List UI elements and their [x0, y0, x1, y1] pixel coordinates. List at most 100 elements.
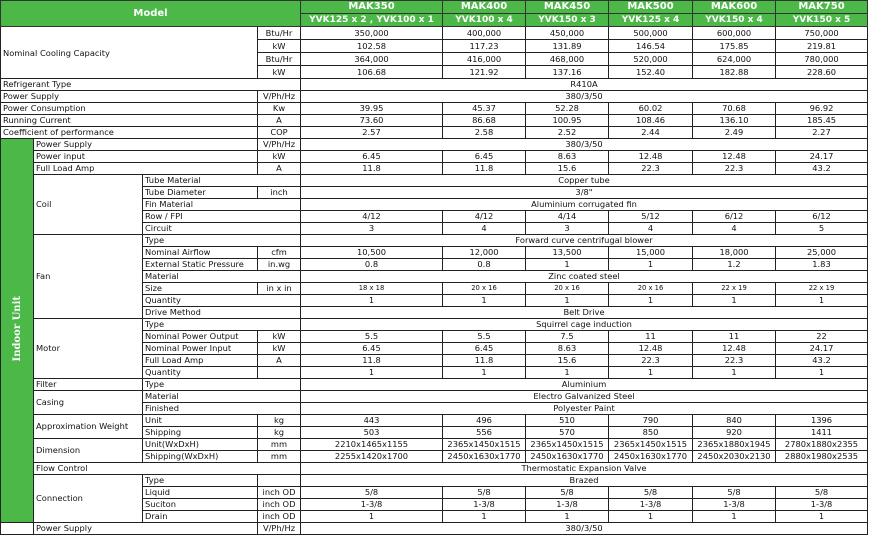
value-cell-mak450: 5/8: [525, 486, 610, 499]
model-config-mak450: YVK150 x 3: [525, 13, 610, 27]
unit-cell: COP: [256, 126, 302, 139]
spec-row-motor-quantity: Quantity 1 1 1 1 1 1: [1, 366, 869, 379]
value-cell-mak750: 5: [775, 222, 869, 235]
value-cell-all-models: Electro Galvanized Steel: [300, 390, 869, 403]
unit-cell: V/Ph/Hz: [256, 90, 302, 103]
value-cell-mak450: 8.63: [525, 342, 610, 355]
value-cell-mak600: 1: [692, 366, 777, 379]
item-label-nominal-power-input: Nominal Power Input: [142, 342, 258, 355]
value-cell-mak350: 6.45: [300, 150, 444, 163]
value-cell-mak600: 1-3/8: [692, 498, 777, 511]
value-cell-mak400: 416,000: [442, 52, 527, 66]
value-cell-mak450: 1: [525, 294, 610, 307]
value-cell-mak350: 5.5: [300, 330, 444, 343]
spec-row-dimension-unit-wxdxh: Dimension Unit(WxDxH) mm 2210x1465x1155 2365…: [1, 438, 869, 463]
item-label-suciton: Suciton: [142, 498, 258, 511]
model-name-mak500: MAK500: [608, 0, 694, 14]
value-cell-mak600: 11: [692, 330, 777, 343]
item-label-type: Type: [142, 474, 258, 487]
unit-cell: inch: [256, 186, 302, 199]
value-cell-mak400: 5.5: [442, 330, 527, 343]
value-cell-mak750: 185.45: [775, 114, 869, 127]
value-cell-mak500: 12.48: [608, 150, 694, 163]
unit-cell: A: [256, 114, 302, 127]
value-cell-mak450: 7.5: [525, 330, 610, 343]
value-cell-mak400: 0.8: [442, 258, 527, 271]
value-cell-mak450: 450,000: [525, 26, 610, 40]
group-label-coil: Coil: [33, 174, 143, 235]
value-cell-mak750: 22 x 19: [775, 282, 869, 295]
value-cell-mak350: 1: [300, 510, 444, 523]
value-cell-mak400: 1: [442, 294, 527, 307]
value-cell-mak450: 13,500: [525, 246, 610, 259]
value-cell-mak500: 500,000: [608, 26, 694, 40]
empty-cell: [0, 522, 34, 535]
value-cell-mak350: 443: [300, 414, 444, 427]
spec-row-power-supply: Indoor Unit Power Supply V/Ph/Hz 380/3/50: [0, 138, 869, 523]
value-cell-mak350: 39.95: [300, 102, 444, 115]
unit-cell: A: [256, 162, 302, 175]
value-cell-mak500: 1: [608, 294, 694, 307]
value-cell-mak350: 0.8: [300, 258, 444, 271]
value-cell-mak400: 11.8: [442, 354, 527, 367]
value-cell-mak600: 12.48: [692, 342, 777, 355]
value-cell-all-models: Polyester Paint: [300, 402, 869, 415]
value-cell-mak450: 3: [525, 222, 610, 235]
spec-row-casing-finished: Finished Polyester Paint: [1, 402, 869, 415]
group-label-dimension: Dimension: [33, 438, 143, 463]
value-cell-mak350: 6.45: [300, 342, 444, 355]
value-cell-all-models: 3/8": [300, 186, 869, 199]
value-cell-mak600: 1.2: [692, 258, 777, 271]
item-label-unit: Unit: [142, 414, 258, 427]
value-cell-mak350: 102.58: [300, 39, 444, 53]
value-cell-all-models: Thermostatic Expansion Valve: [300, 462, 869, 475]
value-cell-mak500: 1: [608, 510, 694, 523]
item-label-material: Material: [141, 270, 302, 283]
value-cell-mak400: 1: [442, 366, 527, 379]
value-cell-mak600: 2365x1880x1945: [692, 438, 777, 451]
model-header: Model: [0, 0, 302, 27]
value-cell-mak400: 86.68: [442, 114, 527, 127]
value-cell-all-models: R410A: [300, 78, 869, 91]
model-config-mak500: YVK125 x 4: [608, 13, 694, 27]
item-label-tube-diameter: Tube Diameter: [142, 186, 258, 199]
unit-cell: V/Ph/Hz: [256, 522, 302, 535]
spec-row-flow-control: Flow Control Thermostatic Expansion Valve: [1, 462, 869, 475]
value-cell-mak450: 8.63: [525, 150, 610, 163]
unit-cell: kg: [256, 426, 302, 439]
item-label-tube-material: Tube Material: [141, 174, 302, 187]
row-label-power-supply: Power Supply: [33, 138, 258, 151]
spec-row-full-load-amp: Full Load Amp A 11.8 11.8 15.6 22.3 22.3 43.2: [1, 162, 869, 175]
value-cell-mak500: 22.3: [608, 162, 694, 175]
spec-row-power-supply: Power Supply V/Ph/Hz 380/3/50: [0, 90, 869, 103]
value-cell-all-models: Brazed: [300, 474, 869, 487]
value-cell-mak750: 1: [775, 294, 869, 307]
unit-cell: kW: [256, 39, 302, 53]
value-cell-mak750: 1411: [775, 426, 869, 439]
spec-row-refrigerant-type: Refrigerant Type R410A: [0, 78, 869, 91]
value-cell-mak400: 400,000: [442, 26, 527, 40]
indoor-unit-label: Indoor Unit: [11, 296, 23, 362]
header-row-models: Model MAK350 MAK400 MAK450 MAK500 MAK600 MAK75…: [0, 0, 869, 27]
spec-row-nominal-cooling-capacity: Btu/Hr 364,000 416,000 468,000 520,000 624,00…: [1, 52, 869, 66]
item-label-type: Type: [141, 234, 302, 247]
spec-row-fan-type: Fan Type Forward curve centrifugal blower: [1, 234, 869, 319]
group-label-approximation-weight: Approximation Weight: [33, 414, 143, 439]
item-label-type: Type: [141, 378, 302, 391]
value-cell-mak400: 117.23: [442, 39, 527, 53]
value-cell-mak450: 15.6: [525, 162, 610, 175]
item-label-row-fpi: Row / FPI: [141, 210, 302, 223]
value-cell-mak500: 2.44: [608, 126, 694, 139]
item-label-liquid: Liquid: [142, 486, 258, 499]
value-cell-mak750: 22: [775, 330, 869, 343]
value-cell-mak500: 152.40: [608, 65, 694, 79]
spec-row-running-current: Running Current A 73.60 86.68 100.95 108.46 13…: [0, 114, 869, 127]
value-cell-mak400: 12,000: [442, 246, 527, 259]
value-cell-mak750: 25,000: [775, 246, 869, 259]
value-cell-mak450: 52.28: [525, 102, 610, 115]
value-cell-mak400: 2450x1630x1770: [442, 450, 527, 463]
unit-cell: mm: [256, 450, 302, 463]
value-cell-mak600: 920: [692, 426, 777, 439]
value-cell-mak500: 15,000: [608, 246, 694, 259]
value-cell-mak750: 24.17: [775, 342, 869, 355]
